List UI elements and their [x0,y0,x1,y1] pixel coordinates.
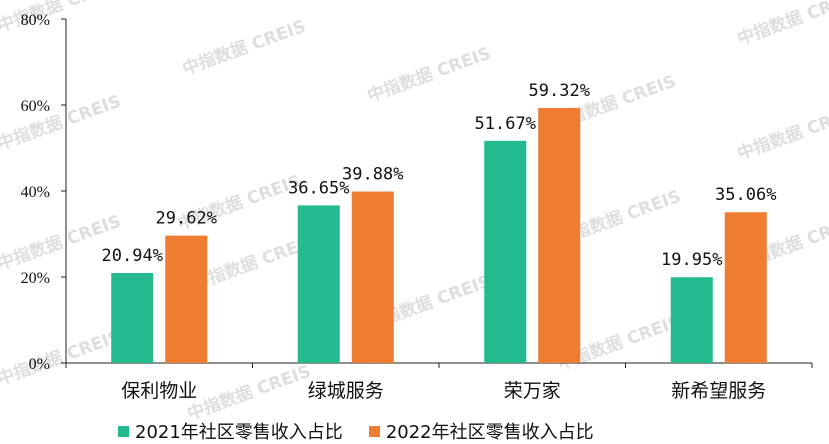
legend-item-2022: 2022年社区零售收入占比 [368,418,594,444]
x-category-label: 绿城服务 [308,380,384,402]
data-label: 19.95% [661,250,722,270]
data-label: 20.94% [102,246,163,266]
watermark-text: 中指数据 CREIS [180,16,309,80]
legend-label-2022: 2022年社区零售收入占比 [385,422,594,443]
data-labels: 20.94% 29.62% 36.65%39.88% 51.67% 59.32% 19.9… [102,81,777,270]
bar-2022 [165,235,208,363]
y-tick-label: 40% [21,184,50,201]
watermark-text: 中指数据 CREIS [185,361,314,425]
watermark-text: 中指数据 CREIS [0,91,124,155]
y-tick-label: 0% [29,356,50,373]
bar-2021 [484,140,527,363]
bar-2021 [297,205,340,363]
bar-2021 [111,272,154,363]
data-label: 35.06% [715,185,776,205]
data-label: 29.62% [156,209,217,229]
bar-2021 [670,277,713,363]
data-label: 39.88% [342,165,403,185]
watermark-text: 中指数据 CREIS [0,326,124,390]
axes: 0% 20% 40% 60% 80% 保利物业 绿城服务 荣万家 新希望服务 [21,12,813,402]
y-tick-label: 80% [21,12,50,29]
x-category-label: 荣万家 [504,380,561,402]
legend-item-2021: 2021年社区零售收入占比 [118,418,343,444]
watermark-text: 中指数据 CREIS [735,0,829,50]
legend-swatch-2022 [368,425,380,437]
x-category-label: 保利物业 [121,380,197,402]
legend: 2021年社区零售收入占比 2022年社区零售收入占比 [118,418,620,444]
watermark-text: 中指数据 CREIS [735,101,829,165]
x-category-label: 新希望服务 [671,380,766,402]
watermark-text: 中指数据 CREIS [0,0,124,37]
bar-2022 [724,212,767,363]
watermark-text: 中指数据 CREIS [365,43,494,107]
y-tick-label: 60% [21,98,50,115]
bars [111,107,767,363]
legend-label-2021: 2021年社区零售收入占比 [135,422,343,443]
data-label: 59.32% [529,81,590,101]
bar-2022 [538,107,581,363]
y-tick-label: 20% [21,270,50,287]
data-label: 36.65% [288,178,349,198]
legend-swatch-2021 [118,425,129,437]
data-label: 51.67% [475,114,536,134]
bar-2022 [351,191,394,363]
